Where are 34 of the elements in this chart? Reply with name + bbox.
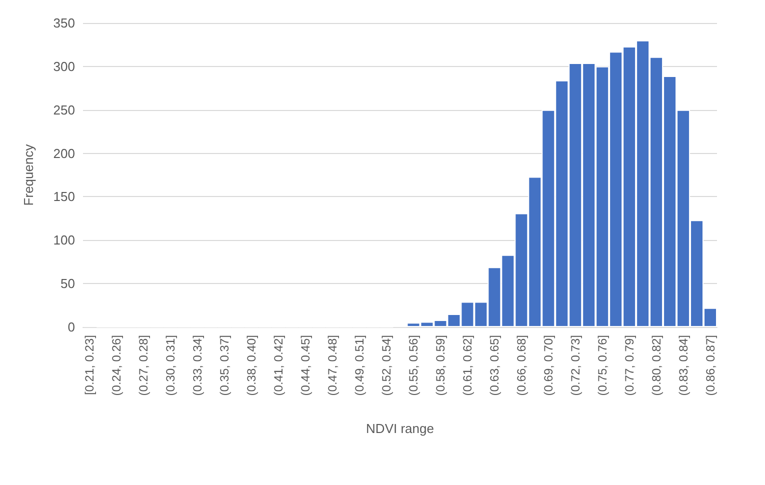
x-tick-label: (0.77, 0.79] [622, 335, 636, 396]
x-tick-label: (0.75, 0.76] [595, 335, 610, 396]
y-tick-label: 50 [60, 276, 75, 292]
y-tick-label: 350 [53, 16, 75, 30]
x-tick-label: (0.30, 0.31] [164, 335, 178, 396]
x-tick-label: (0.86, 0.87] [703, 335, 718, 396]
x-axis-title: NDVI range [366, 421, 434, 436]
y-tick-label: 300 [53, 58, 75, 74]
x-tick-label: (0.69, 0.70] [541, 335, 556, 396]
x-tick-label: (0.35, 0.37] [218, 335, 232, 396]
x-tick-label: (0.63, 0.65] [487, 335, 502, 396]
x-tick-label: (0.61, 0.62] [460, 335, 474, 396]
x-tick-label: (0.83, 0.84] [676, 335, 690, 396]
x-tick-label: (0.72, 0.73] [568, 335, 582, 396]
x-tick-label: (0.80, 0.82] [649, 335, 664, 396]
x-tick-label: (0.24, 0.26] [110, 335, 124, 396]
y-tick-label: 200 [53, 146, 75, 161]
x-tick-label: (0.33, 0.34] [190, 335, 205, 396]
x-tick-label: (0.41, 0.42] [272, 335, 286, 396]
x-tick-label: (0.58, 0.59] [433, 335, 448, 396]
y-tick-label: 150 [53, 189, 75, 204]
y-axis-title: Frequency [21, 144, 36, 206]
y-tick-label: 250 [53, 102, 75, 118]
x-tick-label: (0.66, 0.68] [514, 335, 528, 396]
y-tick-label: 100 [53, 232, 75, 248]
y-tick-label: 0 [68, 320, 75, 334]
x-tick-label: [0.21, 0.23] [82, 335, 97, 396]
x-tick-label: (0.27, 0.28] [136, 335, 151, 396]
x-tick-label: (0.38, 0.40] [244, 335, 259, 396]
x-tick-label: (0.52, 0.54] [380, 335, 394, 396]
x-tick-label: (0.47, 0.48] [326, 335, 340, 396]
x-tick-label: (0.55, 0.56] [406, 335, 420, 396]
x-tick-label: (0.49, 0.51] [352, 335, 367, 396]
x-tick-label: (0.44, 0.45] [298, 335, 313, 396]
